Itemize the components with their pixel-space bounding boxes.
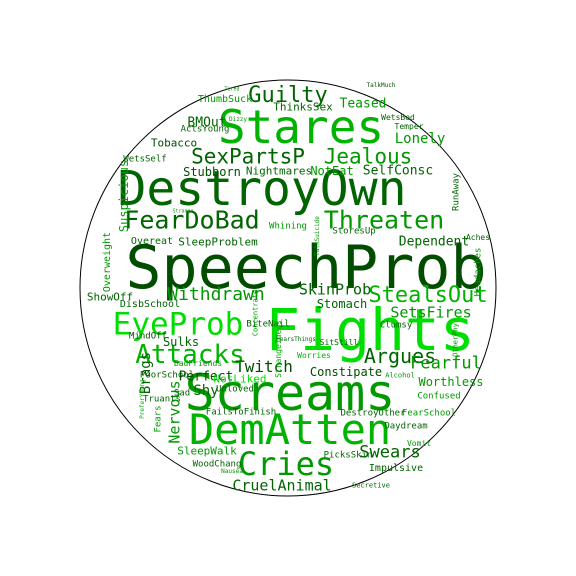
word-storesup: StoresUp [332, 226, 376, 237]
word-sitstill: SitStill [319, 338, 359, 347]
word-shy: Shy [193, 383, 219, 399]
word-talksuicide: TalkSuicide [314, 216, 321, 256]
word-strangeideas: StrangeIdeas [274, 320, 283, 378]
word-worthless: Worthless [418, 375, 484, 389]
word-threaten: Threaten [323, 205, 445, 235]
word-unloved: Unloved [216, 384, 254, 395]
word-lonely: Lonely [394, 131, 446, 147]
word-whining: Whining [269, 221, 307, 232]
word-swears: Swears [359, 442, 421, 463]
word-eyeprob: EyeProb [112, 306, 244, 343]
word-otherphy: OtherPhy [451, 323, 460, 357]
word-wetsself: WetsSelf [123, 154, 167, 165]
word-disbschool: DisbSchool [119, 299, 181, 310]
word-tobacco: Tobacco [150, 136, 198, 150]
word-tired: Tired [224, 86, 240, 93]
word-dependent: Dependent [398, 234, 470, 250]
word-showoff: ShowOff [86, 290, 134, 304]
word-twitch: Twitch [235, 357, 293, 376]
word-clumsy: Clumsy [379, 320, 413, 331]
word-picksskin: PicksSkin [323, 450, 373, 461]
word-overweight: Overweight [102, 231, 113, 293]
word-stealsout: StealsOut [368, 283, 488, 308]
word-aches: Aches [465, 233, 491, 242]
word-worries: Worries [297, 351, 331, 360]
word-sulks: Sulks [162, 335, 200, 349]
word-hearsthings: HearsThings [276, 336, 316, 343]
word-woodchang: WoodChang [192, 459, 242, 470]
word-guilty: Guilty [248, 83, 328, 108]
word-badfriends: BadFriends [173, 359, 223, 368]
word-skinprob: SkinProb [298, 280, 372, 299]
word-nightmares: Nightmares [245, 164, 313, 178]
word-setsfires: SetsFires [390, 303, 472, 322]
word-screams: Screams [184, 364, 396, 422]
word-sexpartsp: SexPartsP [191, 144, 305, 169]
word-stubborn: Stubborn [183, 165, 241, 179]
word-teased: Teased [339, 96, 387, 112]
word-concentrate: Concentrate [251, 289, 260, 337]
word-suspicious: Suspicious [117, 159, 131, 233]
word-talkmuch: TalkMuch [366, 82, 396, 89]
word-thumbsuck: ThumbSuck [197, 94, 253, 105]
word-argues: Argues [363, 344, 437, 368]
word-thinkssex: ThinksSex [273, 100, 333, 114]
word-headaches: Headaches [473, 247, 484, 297]
word-destroyother: DestroyOther [340, 408, 406, 419]
word-bmout: BMOut [187, 115, 227, 131]
word-fights: Fights [265, 296, 475, 364]
word-constipate: Constipate [309, 365, 383, 379]
word-cries: Cries [237, 445, 335, 483]
word-feardobad: FearDoBad [124, 205, 260, 235]
word-vomit: Vomit [406, 439, 432, 448]
word-overeat: Overeat [130, 236, 174, 247]
word-perfect: Perfect [178, 369, 234, 385]
word-cruelanimal: CruelAnimal [232, 476, 332, 495]
word-sleepproblem: SleepProblem [178, 235, 258, 249]
word-wetsbed: WetsBed [381, 113, 415, 122]
word-stares: Stares [217, 100, 385, 154]
word-fearschool: FearSchool [401, 408, 457, 419]
word-truants: Truants [143, 394, 181, 405]
word-sad: Sad [173, 388, 191, 399]
word-mindoff: MindOff [129, 331, 167, 342]
word-destroyown: DestroyOwn [117, 161, 407, 217]
word-dematten: DemAtten [188, 405, 392, 454]
word-notliked: NotLiked [213, 372, 267, 386]
word-confused: Confused [417, 391, 461, 402]
word-jealous: Jealous [323, 144, 413, 169]
word-fears: Fears [153, 405, 164, 433]
word-selfconsc: SelfConsc [362, 163, 434, 179]
word-noteat: NotEat [310, 164, 354, 178]
word-runaway: RunAway [451, 173, 462, 211]
word-secretive: Secretive [352, 481, 390, 490]
word-actsyoung: ActsYoung [180, 124, 230, 135]
word-failstofinish: FailsToFinish [205, 407, 277, 418]
word-temper: Temper [394, 122, 424, 131]
word-speechprob: SpeechProb [125, 233, 487, 303]
word-stomach: Stomach [316, 297, 368, 311]
word-daydream: Daydream [384, 421, 428, 432]
word-sleepwalk: SleepWalk [177, 444, 237, 458]
word-withdrawn: Withdrawn [167, 284, 265, 305]
word-bitenail: BiteNail [246, 319, 290, 330]
word-strange: Strange [172, 208, 194, 215]
word-alcohol: Alcohol [385, 371, 415, 380]
word-fearful: Fearful [410, 353, 482, 374]
word-impulsive: Impulsive [368, 463, 424, 474]
word-dizzy: Dizzy [228, 116, 248, 123]
word-nausea: Nausea [221, 468, 243, 475]
word-attacks: Attacks [135, 340, 245, 370]
word-poorschool: PoorSchool [139, 370, 195, 381]
word-preferyoung: PreferYoung [139, 379, 146, 419]
